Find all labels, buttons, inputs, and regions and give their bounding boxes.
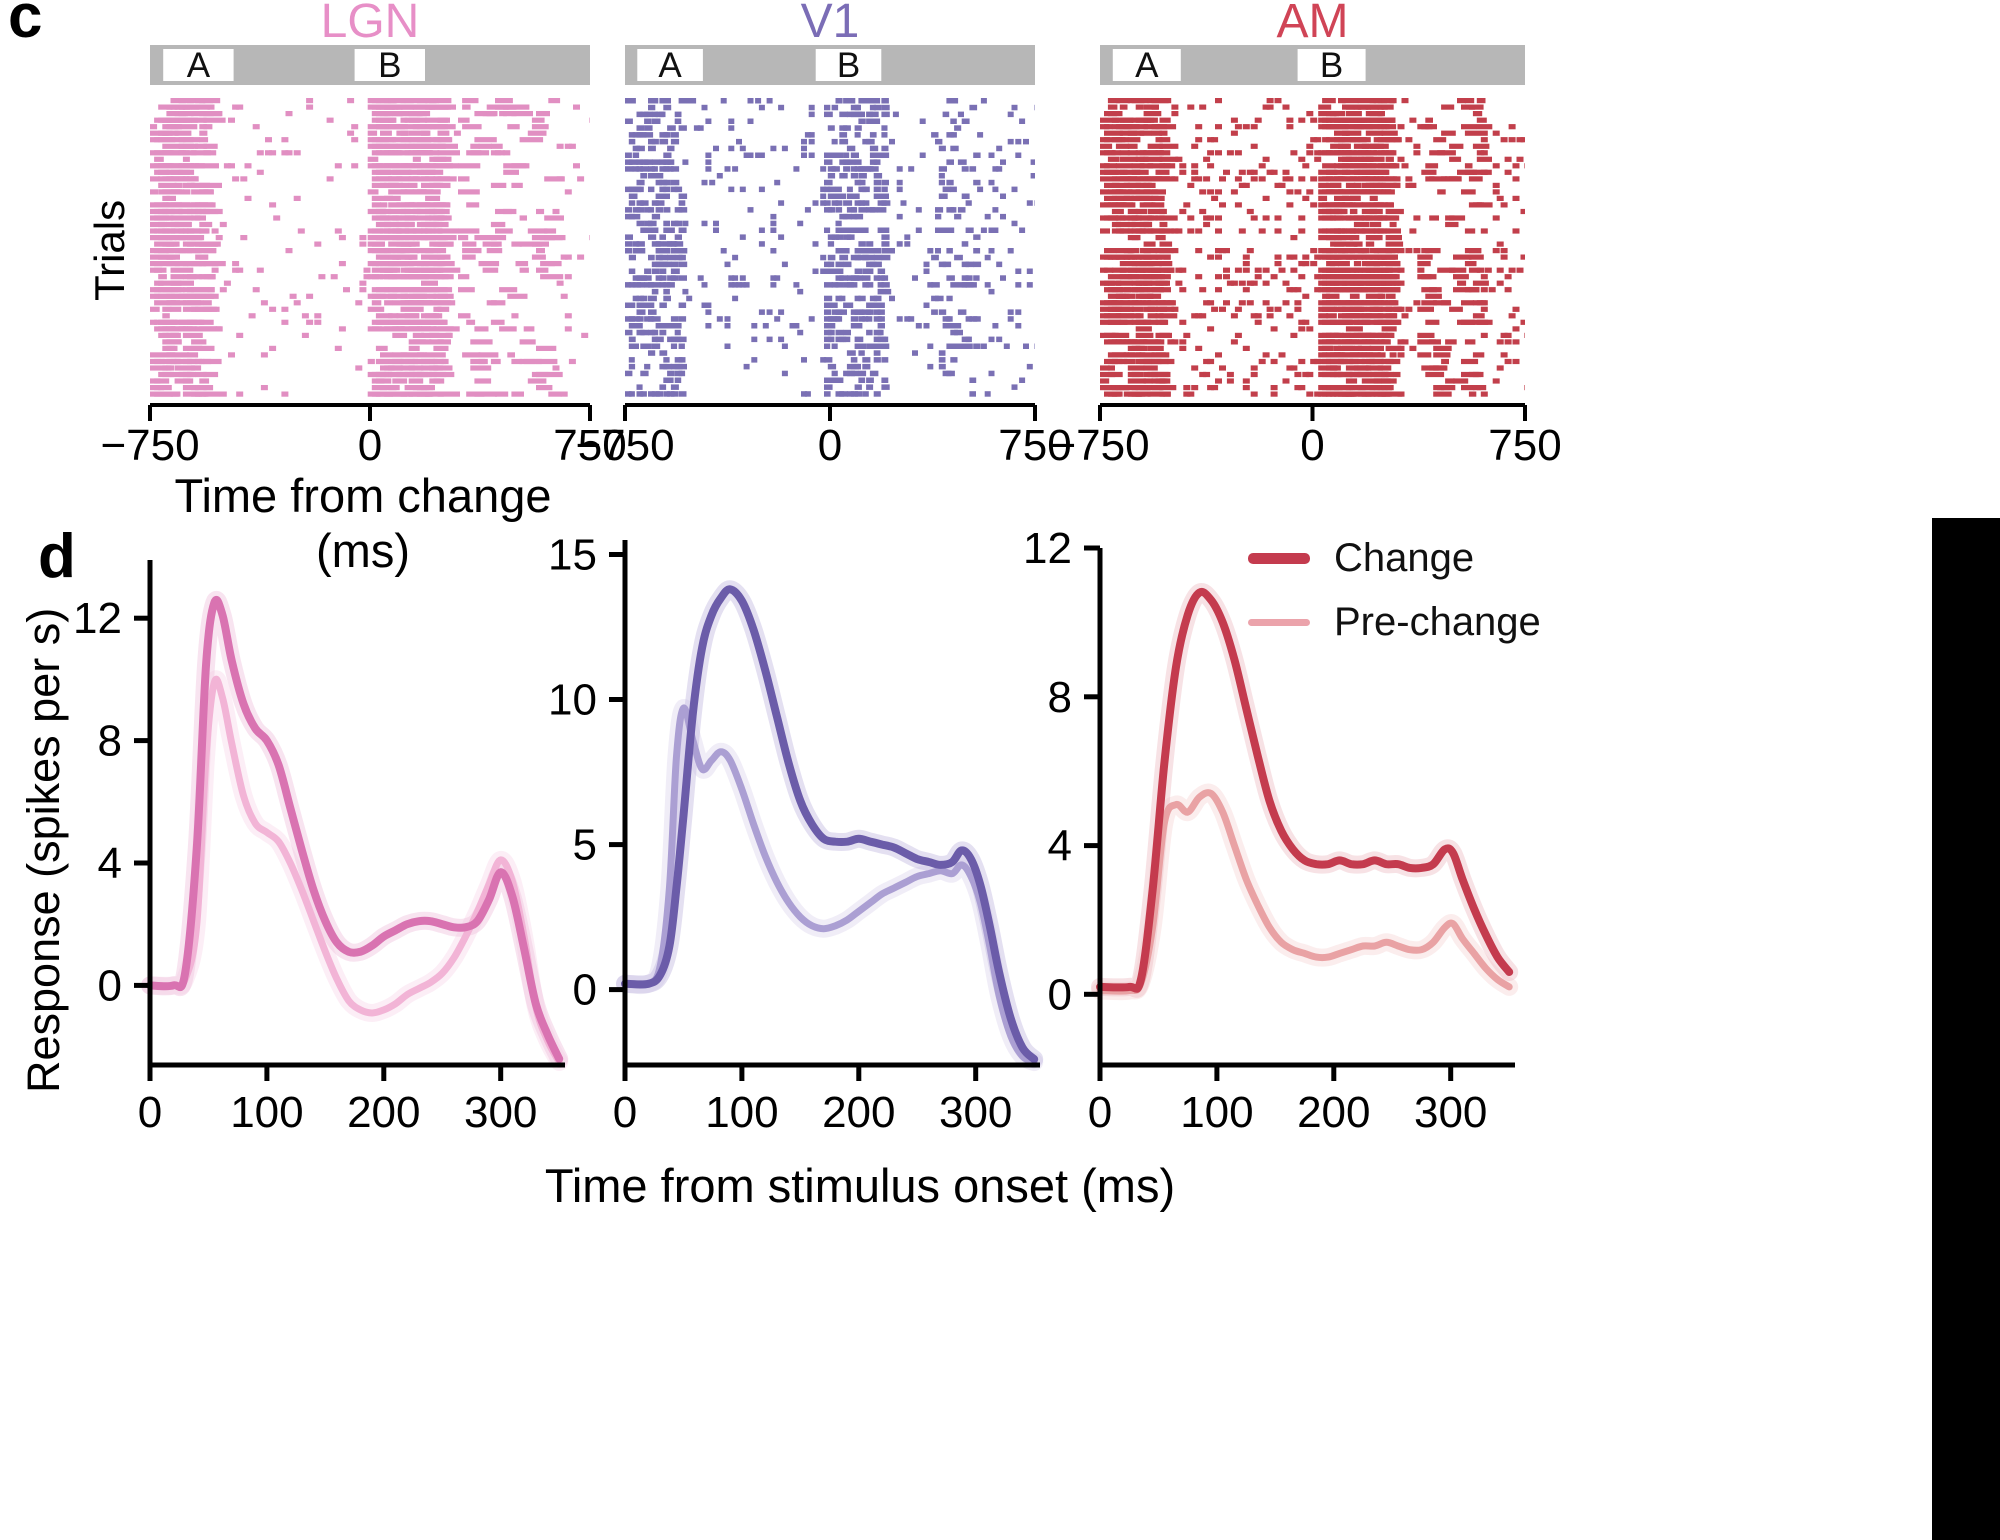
stim-a-label: A [658, 46, 682, 85]
legend-label-pre-change: Pre-change [1334, 599, 1541, 644]
stim-a-label: A [1135, 46, 1159, 85]
legend-item-pre-change: Pre-change [1248, 590, 1541, 654]
psth-chart-am: 0 4 8 12 0 100 200 300 [1005, 500, 1590, 1160]
raster-svg: A B −750 0 750 [1050, 45, 1562, 470]
x-tick-label: 0 [1300, 421, 1324, 470]
psth-svg: 0 4 8 12 0 100 200 300 [73, 560, 569, 1137]
x-tick-label: 0 [818, 421, 842, 470]
y-tick-label: 12 [1023, 524, 1072, 573]
x-tick-label: −750 [575, 421, 674, 470]
error-band-change [141, 590, 569, 1068]
raster-title-v1: V1 [800, 0, 860, 48]
psth-chart-v1: 0 5 10 15 0 100 200 300 [530, 500, 1115, 1160]
stim-b-label: B [378, 46, 401, 85]
raster-dots [150, 98, 590, 397]
x-tick-label: 200 [822, 1088, 895, 1137]
raster-dots [625, 98, 1035, 397]
raster-svg: A B −750 0 750 [575, 45, 1072, 470]
stim-b-box [1297, 49, 1366, 81]
x-tick-label: 300 [1414, 1088, 1487, 1137]
black-crop-bar [1932, 518, 2000, 1540]
x-tick-label: 100 [1180, 1088, 1253, 1137]
y-tick-label: 15 [548, 531, 597, 580]
stim-a-box [1112, 49, 1181, 81]
x-tick-label: 750 [1488, 421, 1561, 470]
x-tick-label: 200 [1297, 1088, 1370, 1137]
line-change [621, 585, 1039, 1064]
x-tick-label: 100 [705, 1088, 778, 1137]
line-change [146, 595, 564, 1063]
y-tick-label: 4 [98, 839, 122, 888]
stim-a-box [637, 49, 703, 81]
line-pre-change [146, 675, 563, 1066]
x-tick-label: 0 [613, 1088, 637, 1137]
time-from-change-label: Time from change (ms) [174, 469, 552, 577]
change-line-swatch [1248, 552, 1310, 564]
y-tick-label: 4 [1048, 822, 1072, 871]
raster-plot-am: A B −750 0 750 [1050, 40, 1562, 480]
legend-item-change: Change [1248, 526, 1541, 590]
x-tick-label: 0 [358, 421, 382, 470]
panel-c-label: c [8, 0, 43, 51]
pre-change-line-swatch [1248, 618, 1310, 626]
y-tick-label: 0 [573, 966, 597, 1015]
x-tick-label: 100 [230, 1088, 303, 1137]
raster-svg: A B −750 0 750 [100, 45, 627, 470]
x-tick-label: 200 [347, 1088, 420, 1137]
x-tick-label: −750 [1050, 421, 1149, 470]
y-tick-label: 5 [573, 821, 597, 870]
raster-title-lgn: LGN [320, 0, 420, 48]
y-tick-label: 10 [548, 676, 597, 725]
stim-b-label: B [1320, 46, 1343, 85]
time-from-stimulus-onset-label: Time from stimulus onset (ms) [544, 1159, 1176, 1212]
panel-d-label: d [38, 522, 76, 591]
y-tick-label: 0 [1048, 970, 1072, 1019]
y-tick-label: 12 [73, 594, 122, 643]
raster-title-am: AM [1276, 0, 1349, 48]
x-tick-label: 750 [553, 421, 626, 470]
trials-axis-label: Trials [86, 199, 133, 301]
raster-dots [1100, 98, 1525, 397]
stim-b-label: B [837, 46, 860, 85]
y-tick-label: 8 [98, 717, 122, 766]
x-tick-label: 0 [138, 1088, 162, 1137]
line-change [1096, 588, 1514, 993]
raster-plot-v1: A B −750 0 750 [575, 40, 1072, 480]
line-pre-change [1096, 789, 1513, 995]
stim-b-box [815, 49, 882, 81]
psth-svg: 0 5 10 15 0 100 200 300 [548, 531, 1044, 1137]
x-tick-label: 300 [464, 1088, 537, 1137]
psth-chart-lgn: 0 4 8 12 0 100 200 300 [55, 500, 640, 1160]
x-tick-label: 0 [1088, 1088, 1112, 1137]
stim-a-label: A [187, 46, 211, 85]
legend-label-change: Change [1334, 535, 1475, 580]
psth-svg: 0 4 8 12 0 100 200 300 [1023, 524, 1519, 1137]
x-tick-label: −750 [100, 421, 199, 470]
legend: Change Pre-change [1248, 526, 1541, 654]
x-tick-label: 750 [998, 421, 1071, 470]
y-tick-label: 8 [1048, 673, 1072, 722]
stim-a-box [163, 49, 234, 81]
stim-b-box [354, 49, 425, 81]
y-tick-label: 0 [98, 961, 122, 1010]
x-tick-label: 300 [939, 1088, 1012, 1137]
raster-plot-lgn: A B −750 0 750 [100, 40, 627, 480]
